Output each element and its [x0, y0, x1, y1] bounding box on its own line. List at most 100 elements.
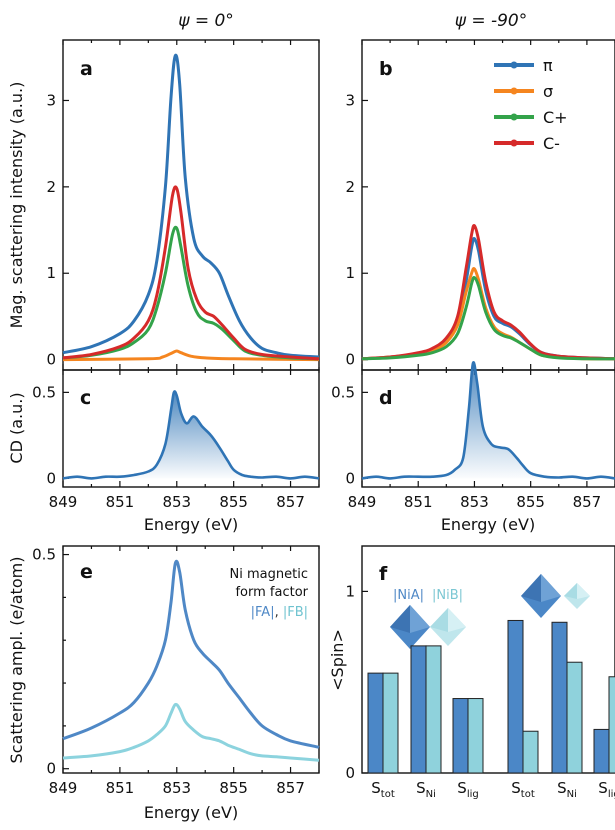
- xlabel-e: Energy (eV): [144, 803, 238, 822]
- series-line-e-1: [62, 702, 320, 762]
- cd-area-d: [362, 362, 615, 479]
- ylabel-f: <Spin>: [328, 629, 347, 691]
- xtick-label-e-0: 849: [49, 779, 78, 797]
- bar-4-1: [566, 661, 583, 774]
- f-label-nia: |NiA|: [393, 588, 424, 603]
- bar-0-1: [382, 672, 399, 774]
- xtick-label-d-4: 857: [573, 493, 602, 511]
- octahedron-large-icon: [521, 574, 561, 618]
- cd-line-d: [361, 361, 615, 480]
- annotation-fa: |FA|: [251, 605, 275, 620]
- series-line-a-2: [62, 225, 320, 361]
- bar-2-0: [452, 698, 469, 774]
- series-line-b-2: [361, 276, 615, 361]
- octahedron-nib-icon: [430, 608, 466, 646]
- legend-label-pi: π: [543, 56, 553, 75]
- xlabel-c: Energy (eV): [144, 515, 238, 534]
- panel-letter-f: f: [379, 563, 388, 585]
- bar-3-1: [522, 730, 539, 774]
- bar-1-1: [425, 645, 442, 774]
- xtick-label-c-3: 855: [219, 493, 248, 511]
- xtick-label-c-0: 849: [49, 493, 78, 511]
- panel-d-frame: [361, 369, 615, 488]
- category-label-1: SNi: [416, 779, 436, 800]
- xtick-label-d-3: 855: [516, 493, 545, 511]
- category-label-4: SNi: [557, 779, 577, 800]
- chart-marks: 0 1 2 3 0 1 2 3 849 851 853 855 857 0 0.5 849 851 853 855 8…: [32, 40, 615, 800]
- xtick-label-d-0: 849: [348, 493, 377, 511]
- ytick-label-b-1: 1: [345, 264, 355, 282]
- ytick-label-e-0: 0: [46, 760, 56, 778]
- annotation-labels: |FA|, |FB|: [251, 605, 308, 620]
- bar-5-1: [608, 676, 615, 774]
- xtick-label-e-2: 853: [162, 779, 191, 797]
- annotation-fb: |FB|: [283, 605, 308, 620]
- cd-area-c: [63, 391, 319, 479]
- octahedron-nia-icon: [390, 605, 430, 649]
- ytick-label-f-0: 0: [345, 764, 355, 782]
- annotation-line-1: Ni magnetic: [230, 567, 308, 582]
- ytick-label-d-0: 0: [345, 469, 355, 487]
- xtick-label-d-2: 853: [460, 493, 489, 511]
- legend-label-cplus: C+: [543, 108, 568, 127]
- panel-letter-e: e: [80, 561, 93, 583]
- category-label-2: Slig: [457, 779, 478, 800]
- series-line-b-3: [361, 223, 615, 361]
- series-line-a-0: [62, 53, 320, 359]
- annotation-line-2: form factor: [235, 585, 308, 600]
- ytick-label-b-0: 0: [345, 351, 355, 369]
- ytick-label-b-3: 3: [345, 91, 355, 109]
- bar-2-1: [467, 698, 484, 774]
- ytick-label-d-1: 0.5: [331, 383, 355, 401]
- f-label-nib: |NiB|: [432, 588, 463, 603]
- ytick-label-f-1: 1: [345, 582, 355, 600]
- header-psi-90: ψ = -90°: [455, 11, 528, 31]
- ylabel-c: CD (a.u.): [7, 392, 26, 463]
- panel-letter-c: c: [80, 387, 91, 409]
- ytick-label-e-1: 0.5: [32, 546, 56, 564]
- octahedron-small-icon: [564, 583, 590, 609]
- ytick-label-a-2: 2: [46, 178, 56, 196]
- panel-letter-d: d: [379, 387, 393, 409]
- ytick-label-b-2: 2: [345, 178, 355, 196]
- bar-3-0: [507, 619, 524, 774]
- ylabel-a: Mag. scattering intensity (a.u.): [7, 82, 26, 329]
- panel-f-frame: [361, 545, 615, 774]
- category-label-3: Stot: [511, 779, 535, 800]
- header-psi-0: ψ = 0°: [178, 11, 234, 31]
- ytick-label-a-0: 0: [46, 351, 56, 369]
- bar-0-0: [367, 672, 384, 774]
- ytick-label-a-1: 1: [46, 264, 56, 282]
- xtick-label-e-4: 857: [276, 779, 305, 797]
- xtick-label-c-1: 851: [106, 493, 135, 511]
- ytick-label-c-0: 0: [46, 469, 56, 487]
- legend-label-sigma: σ: [543, 82, 553, 101]
- xtick-label-e-3: 855: [219, 779, 248, 797]
- xtick-label-c-2: 853: [162, 493, 191, 511]
- series-line-b-1: [361, 267, 615, 361]
- category-label-0: Stot: [371, 779, 395, 800]
- series-line-e-0: [62, 559, 320, 749]
- panel-c-frame: [62, 369, 320, 488]
- legend-label-cminus: C-: [543, 134, 560, 153]
- panel-letter-a: a: [80, 58, 93, 80]
- xtick-label-e-1: 851: [106, 779, 135, 797]
- panel-a-frame: [62, 39, 320, 371]
- panel-e-frame: [62, 545, 320, 774]
- bar-5-0: [593, 728, 610, 774]
- legend: π σ C+ C-: [494, 56, 568, 153]
- ytick-label-c-1: 0.5: [32, 383, 56, 401]
- xtick-label-c-4: 857: [276, 493, 305, 511]
- bar-1-0: [410, 645, 427, 774]
- panel-letter-b: b: [379, 58, 393, 80]
- series-line-a-1: [62, 349, 320, 362]
- ylabel-e: Scattering ampl. (e/atom): [7, 557, 26, 764]
- ytick-label-a-3: 3: [46, 91, 56, 109]
- xtick-label-d-1: 851: [404, 493, 433, 511]
- xlabel-d: Energy (eV): [441, 515, 535, 534]
- series-line-a-3: [62, 185, 320, 361]
- cd-line-c: [62, 390, 320, 480]
- category-label-5: Slig: [598, 779, 615, 800]
- bar-4-0: [551, 621, 568, 774]
